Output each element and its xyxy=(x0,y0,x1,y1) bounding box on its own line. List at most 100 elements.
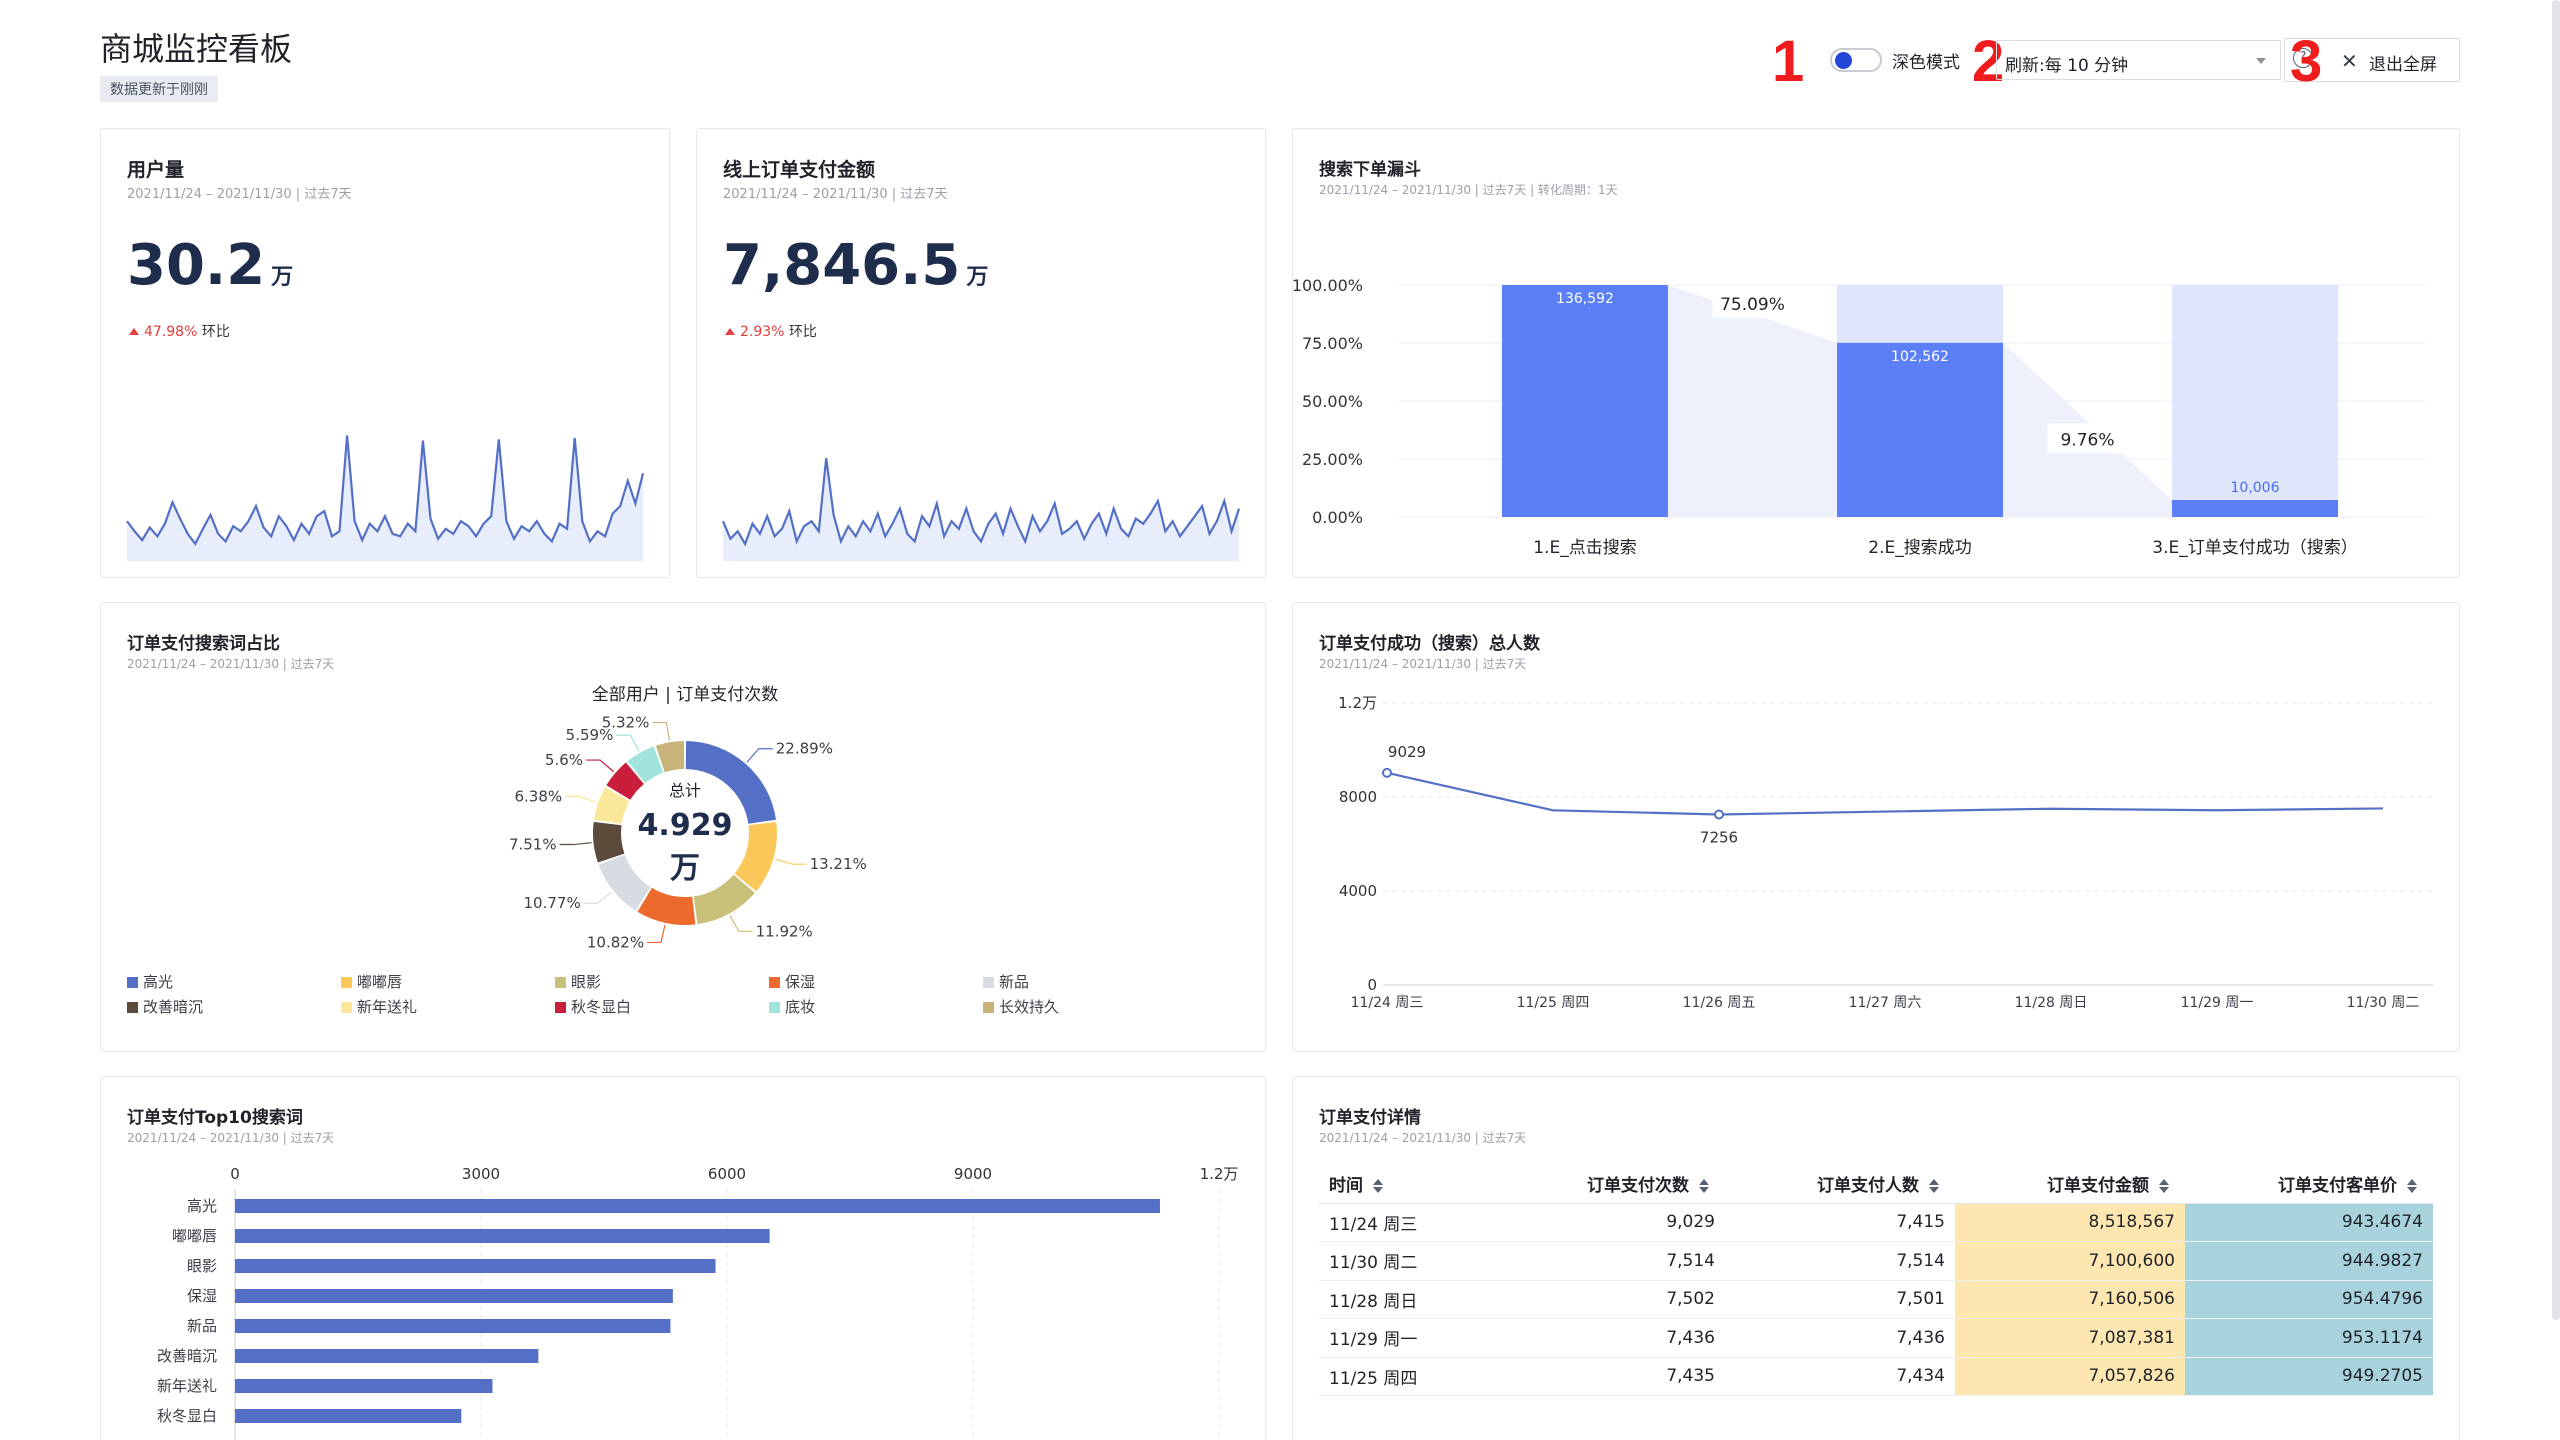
legend-label: 改善暗沉 xyxy=(143,998,204,1016)
table-row[interactable]: 11/29 周一 7,436 7,436 7,087,381 953.1174 xyxy=(1319,1318,2433,1358)
bar-x-tick: 6000 xyxy=(708,1167,746,1183)
donut-center-label: 总计 xyxy=(669,781,701,800)
annotation-marker-2: 2 xyxy=(1972,29,2005,94)
donut-chart: 全部用户 | 订单支付次数 总计 4.929 万 22.89% 13.21% 11.… xyxy=(509,685,867,951)
funnel-category-label: 2.E_搜索成功 xyxy=(1868,538,1971,558)
table-cell: 7,436 xyxy=(1495,1318,1725,1358)
funnel-y-tick: 0.00% xyxy=(1312,508,1363,527)
donut-label-leader xyxy=(746,748,773,763)
column-header-unit-price[interactable]: 订单支付客单价 xyxy=(2185,1165,2433,1204)
bar-x-tick: 9000 xyxy=(954,1167,992,1183)
table-row[interactable]: 11/25 周四 7,435 7,434 7,057,826 949.2705 xyxy=(1319,1357,2433,1396)
annotation-marker-1: 1 xyxy=(1772,29,1805,94)
annotation-marker-3: 3 xyxy=(2290,29,2323,94)
legend-swatch xyxy=(769,977,780,988)
legend-item[interactable]: 眼影 xyxy=(555,971,601,992)
legend-swatch xyxy=(983,977,994,988)
table-cell: 11/30 周二 xyxy=(1319,1241,1495,1281)
bar-category-label: 秋冬显白 xyxy=(157,1407,217,1425)
table-cell: 11/24 周三 xyxy=(1319,1203,1495,1242)
page-scrollbar[interactable] xyxy=(2552,0,2560,1320)
table-header-row: 时间 订单支付次数 订单支付人数 订单支付金额 订单支付客单价 xyxy=(1319,1165,2433,1204)
detail-table: 时间 订单支付次数 订单支付人数 订单支付金额 订单支付客单价 11/24 周三… xyxy=(1319,1165,2433,1396)
legend-item[interactable]: 改善暗沉 xyxy=(127,996,203,1017)
donut-slice xyxy=(734,821,777,892)
table-row[interactable]: 11/24 周三 9,029 7,415 8,518,567 943.4674 xyxy=(1319,1203,2433,1242)
delta-percent: 2.93% xyxy=(740,324,785,340)
bar-category-label: 新品 xyxy=(187,1317,217,1335)
bar-x-tick: 1.2万 xyxy=(1200,1167,1239,1183)
sort-icon[interactable] xyxy=(2407,1179,2417,1194)
dark-mode-toggle[interactable] xyxy=(1830,48,1882,72)
line-point-label: 9029 xyxy=(1388,743,1426,761)
column-header-time[interactable]: 时间 xyxy=(1319,1165,1495,1204)
sort-icon[interactable] xyxy=(1373,1179,1383,1194)
top10-card: 订单支付Top10搜索词 2021/11/24 – 2021/11/30 | 过… xyxy=(100,1076,1266,1440)
legend-swatch xyxy=(341,1002,352,1013)
arrow-up-icon xyxy=(725,328,735,335)
card-title: 用户量 xyxy=(127,159,185,181)
refresh-interval-select[interactable]: 刷新:每 10 分钟 xyxy=(1996,40,2281,80)
table-cell: 7,434 xyxy=(1725,1357,1955,1396)
donut-slice xyxy=(606,762,644,800)
legend-item[interactable]: 新品 xyxy=(983,971,1029,992)
table-row[interactable]: 11/30 周二 7,514 7,514 7,100,600 944.9827 xyxy=(1319,1241,2433,1281)
donut-label-leader xyxy=(559,842,592,846)
legend-item[interactable]: 底妆 xyxy=(769,996,815,1017)
legend-item[interactable]: 保湿 xyxy=(769,971,815,992)
line-x-tick: 11/25 周四 xyxy=(1517,995,1590,1011)
help-icon[interactable]: ? xyxy=(2293,48,2313,68)
sparkline-line xyxy=(126,435,645,546)
column-header-pay-users[interactable]: 订单支付人数 xyxy=(1725,1165,1955,1204)
donut-chart-title: 全部用户 | 订单支付次数 xyxy=(592,685,779,705)
legend-item[interactable]: 新年送礼 xyxy=(341,996,417,1017)
donut-slice xyxy=(593,821,625,863)
sort-icon[interactable] xyxy=(1699,1179,1709,1194)
legend-item[interactable]: 高光 xyxy=(127,971,173,992)
table-cell: 7,501 xyxy=(1725,1280,1955,1319)
donut-label-leader xyxy=(652,721,670,741)
funnel-bar xyxy=(1502,285,1668,517)
sort-icon[interactable] xyxy=(2159,1179,2169,1194)
chevron-down-icon xyxy=(2256,58,2266,64)
funnel-ghost-bar xyxy=(2172,285,2338,500)
donut-legend: 高光 嘟嘟唇 眼影 保湿 新品改善暗沉 新年送礼 秋冬显白 底妆 长效持久 xyxy=(127,971,1227,1031)
table-row[interactable]: 11/28 周日 7,502 7,501 7,160,506 954.4796 xyxy=(1319,1280,2433,1319)
sort-icon[interactable] xyxy=(1929,1179,1939,1194)
legend-item[interactable]: 长效持久 xyxy=(983,996,1059,1017)
table-cell: 7,100,600 xyxy=(1955,1241,2185,1281)
bar-category-label: 高光 xyxy=(187,1197,217,1215)
kpi-card-users: 用户量 2021/11/24 – 2021/11/30 | 过去7天 30.2 万… xyxy=(100,128,670,578)
sparkline-area xyxy=(127,435,643,561)
legend-item[interactable]: 秋冬显白 xyxy=(555,996,631,1017)
card-title: 搜索下单漏斗 xyxy=(1319,160,1421,180)
toggle-knob xyxy=(1835,52,1852,69)
bar-x-tick: 3000 xyxy=(462,1167,500,1183)
exit-fullscreen-button[interactable]: ? ✕ 退出全屏 xyxy=(2284,38,2460,82)
card-title: 订单支付Top10搜索词 xyxy=(127,1108,303,1128)
card-date-range: 2021/11/24 – 2021/11/30 | 过去7天 xyxy=(1319,657,1527,671)
legend-swatch xyxy=(983,1002,994,1013)
funnel-bar xyxy=(2172,499,2338,517)
detail-table-body: 11/24 周三 9,029 7,415 8,518,567 943.4674 11/30… xyxy=(1319,1203,2433,1396)
refresh-interval-value: 刷新:每 10 分钟 xyxy=(2005,56,2129,76)
card-title: 订单支付搜索词占比 xyxy=(127,634,280,654)
legend-label: 底妆 xyxy=(785,998,816,1016)
donut-slice-label: 10.77% xyxy=(524,894,581,912)
legend-item[interactable]: 嘟嘟唇 xyxy=(341,971,402,992)
bar xyxy=(235,1379,493,1393)
donut-slice-label: 22.89% xyxy=(776,740,833,758)
line-series xyxy=(1386,771,2384,816)
donut-label-leader xyxy=(616,734,640,752)
line-x-tick: 11/27 周六 xyxy=(1849,995,1922,1011)
funnel-conversion-label: 75.09% xyxy=(1720,295,1785,315)
column-header-pay-count[interactable]: 订单支付次数 xyxy=(1495,1165,1725,1204)
funnel-y-tick: 100.00% xyxy=(1293,276,1363,295)
card-date-range: 2021/11/24 – 2021/11/30 | 过去7天 xyxy=(127,1131,335,1145)
line-y-tick: 4000 xyxy=(1339,882,1377,900)
table-cell: 7,415 xyxy=(1725,1203,1955,1242)
funnel-category-label: 1.E_点击搜索 xyxy=(1533,538,1636,558)
funnel-bar-value-label: 102,562 xyxy=(1891,349,1949,365)
column-header-pay-amount[interactable]: 订单支付金额 xyxy=(1955,1165,2185,1204)
